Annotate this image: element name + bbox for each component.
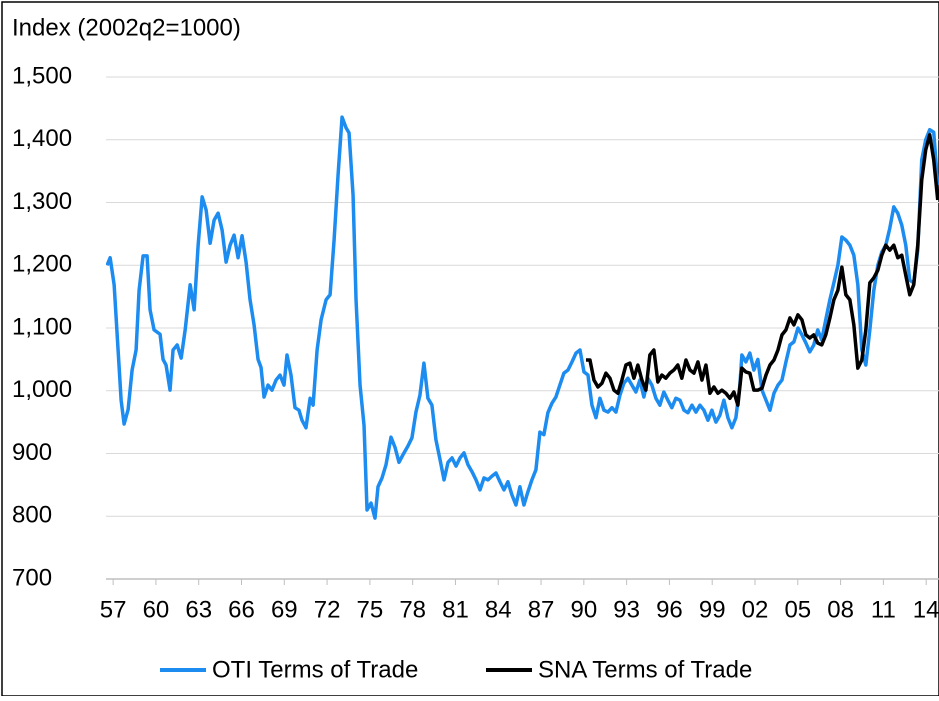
x-tick-label: 11 — [871, 596, 896, 623]
x-tick-label: 78 — [399, 596, 426, 623]
y-tick-label: 1,000 — [12, 376, 72, 403]
legend-label: SNA Terms of Trade — [538, 656, 752, 683]
x-tick-label: 87 — [528, 596, 555, 623]
x-tick-label: 05 — [784, 596, 811, 623]
series-line — [106, 115, 939, 520]
x-tick-label: 63 — [185, 596, 212, 623]
x-tick-label: 90 — [570, 596, 597, 623]
legend-label: OTI Terms of Trade — [212, 656, 418, 683]
y-tick-label: 1,100 — [12, 313, 72, 340]
y-tick-label: 700 — [12, 564, 52, 591]
x-tick-label: 84 — [485, 596, 512, 623]
y-tick-label: 800 — [12, 502, 52, 529]
x-tick-label: 14 — [913, 596, 939, 623]
x-tick-label: 72 — [314, 596, 341, 623]
x-tick-label: 99 — [699, 596, 726, 623]
x-tick-label: 57 — [100, 596, 127, 623]
series-line — [585, 132, 939, 407]
x-tick-label: 69 — [271, 596, 298, 623]
y-tick-label: 1,200 — [12, 251, 72, 278]
y-tick-label: 1,500 — [12, 62, 72, 89]
y-tick-label: 1,300 — [12, 188, 72, 215]
x-tick-label: 66 — [228, 596, 255, 623]
y-tick-label: 1,400 — [12, 125, 72, 152]
x-tick-label: 08 — [827, 596, 854, 623]
x-tick-label: 02 — [742, 596, 769, 623]
x-tick-label: 93 — [613, 596, 640, 623]
y-axis-title: Index (2002q2=1000) — [12, 14, 241, 41]
x-tick-label: 81 — [442, 596, 469, 623]
y-tick-label: 900 — [12, 439, 52, 466]
x-tick-label: 60 — [143, 596, 170, 623]
x-tick-label: 96 — [656, 596, 683, 623]
x-tick-label: 75 — [357, 596, 384, 623]
